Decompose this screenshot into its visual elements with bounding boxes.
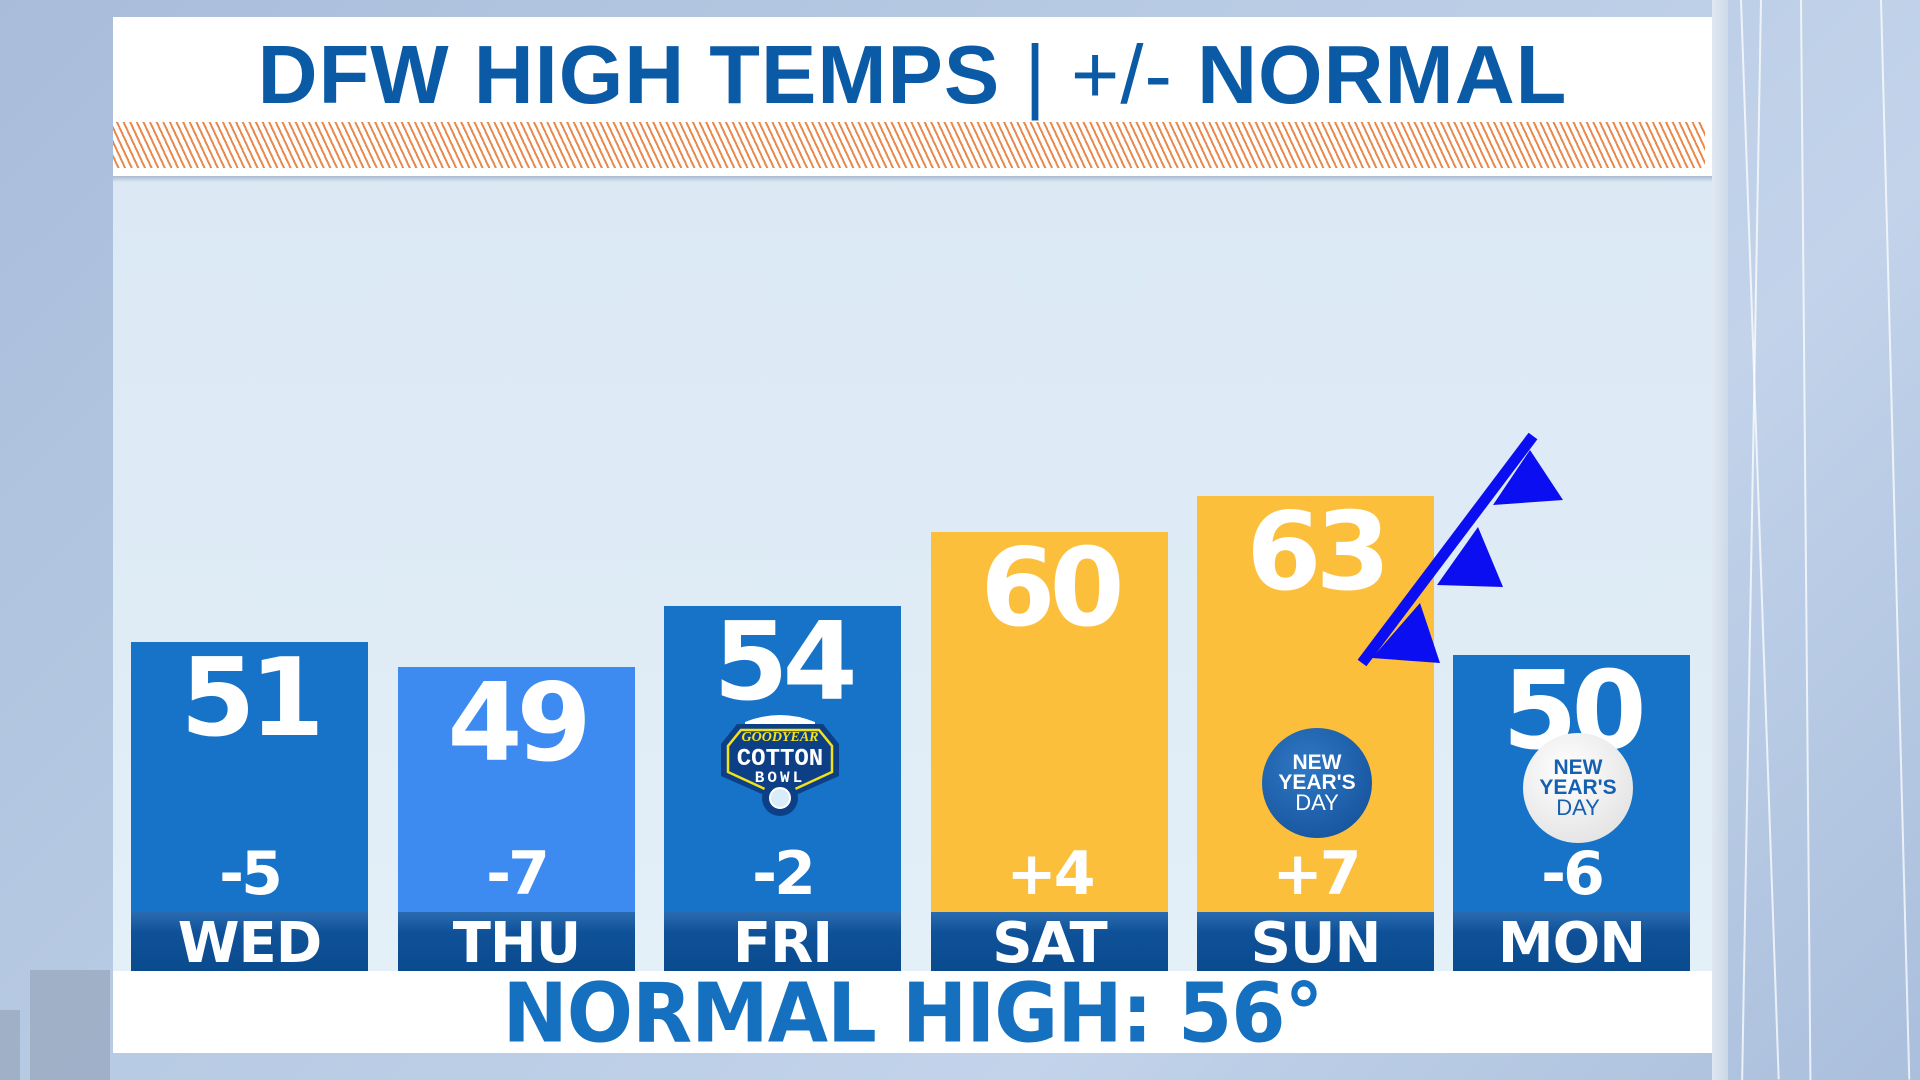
day-label: MON — [1453, 912, 1690, 976]
bridge-pillar — [1712, 0, 1728, 1080]
day-label: SUN — [1197, 912, 1434, 976]
normal-high-label: NORMAL HIGH: 56° — [502, 966, 1324, 1062]
high-temp: 60 — [980, 526, 1124, 651]
badge-line-1: NEW — [1292, 751, 1342, 774]
high-temp: 49 — [447, 661, 591, 786]
graphic-panel: DFW HIGH TEMPS | +/- NORMAL NORMAL HIGH:… — [113, 17, 1712, 1061]
bar-sat: 60 +4 SAT — [931, 526, 1168, 976]
new-years-day-badge-mon: NEW YEAR'S DAY — [1523, 733, 1633, 843]
svg-text:GOODYEAR: GOODYEAR — [741, 730, 818, 745]
new-years-day-badge-sun: NEW YEAR'S DAY — [1262, 728, 1372, 838]
badge-line-3: DAY — [1556, 795, 1600, 820]
title-separator: | +/- — [1000, 28, 1198, 121]
badge-line-1: NEW — [1553, 756, 1603, 779]
badge-line-3: DAY — [1295, 790, 1339, 815]
departure-value: -2 — [752, 839, 816, 909]
departure-value: +7 — [1272, 839, 1361, 909]
day-label: SAT — [931, 912, 1168, 976]
departure-value: -6 — [1541, 839, 1605, 909]
day-label: FRI — [664, 912, 901, 976]
svg-text:COTTON: COTTON — [737, 746, 823, 773]
day-label: WED — [131, 912, 368, 976]
high-temp: 51 — [180, 636, 324, 761]
badge-line-2: YEAR'S — [1278, 771, 1356, 794]
departure-value: +4 — [1006, 839, 1095, 909]
title-bar: DFW HIGH TEMPS | +/- NORMAL — [113, 17, 1712, 176]
title-shadow — [113, 176, 1712, 182]
day-label: THU — [398, 912, 635, 976]
bar-thu: 49 -7 THU — [398, 661, 635, 976]
departure-value: -7 — [486, 839, 550, 909]
high-temp: 54 — [713, 600, 857, 725]
badge-line-2: YEAR'S — [1539, 776, 1617, 799]
orange-hatch-stripe — [113, 122, 1705, 168]
title-suffix: NORMAL — [1197, 28, 1568, 121]
page-title: DFW HIGH TEMPS | +/- NORMAL — [113, 27, 1712, 123]
departure-value: -5 — [219, 839, 283, 909]
title-main: DFW HIGH TEMPS — [257, 28, 1001, 121]
svg-text:BOWL: BOWL — [755, 769, 805, 787]
cotton-bowl-logo-icon: GOODYEAR COTTON BOWL — [717, 710, 843, 818]
high-temp: 63 — [1246, 490, 1390, 615]
bar-wed: 51 -5 WED — [131, 636, 368, 976]
normal-high-bar: NORMAL HIGH: 56° — [113, 967, 1712, 1061]
